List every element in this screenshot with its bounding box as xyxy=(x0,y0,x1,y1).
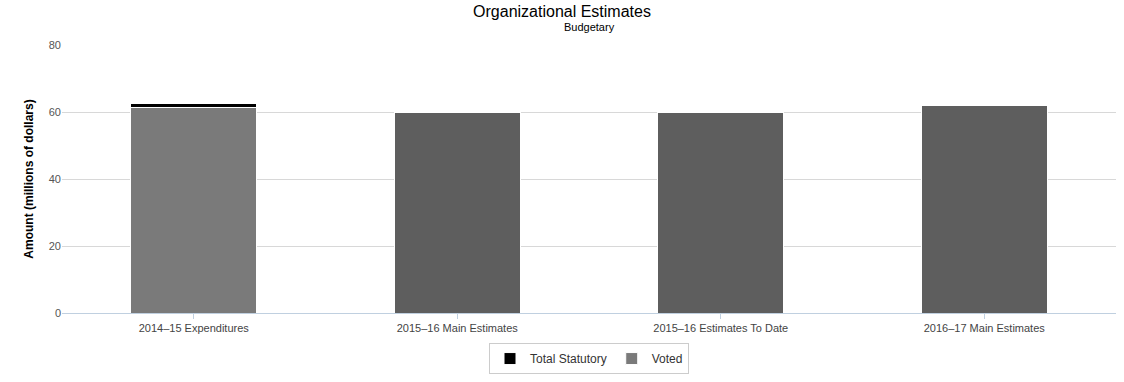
svg-text:Voted: Voted xyxy=(652,352,683,366)
svg-text:2016–17 Main Estimates: 2016–17 Main Estimates xyxy=(924,322,1046,334)
svg-text:60: 60 xyxy=(49,106,61,118)
svg-text:Budgetary: Budgetary xyxy=(564,21,615,33)
svg-text:20: 20 xyxy=(49,240,61,252)
svg-text:2015–16 Main Estimates: 2015–16 Main Estimates xyxy=(397,322,519,334)
svg-text:80: 80 xyxy=(49,39,61,51)
svg-text:Amount (millions of dollars): Amount (millions of dollars) xyxy=(22,99,36,258)
svg-text:0: 0 xyxy=(55,307,61,319)
svg-text:2014–15 Expenditures: 2014–15 Expenditures xyxy=(139,322,250,334)
svg-text:40: 40 xyxy=(49,173,61,185)
svg-text:Total Statutory: Total Statutory xyxy=(530,352,607,366)
svg-text:2015–16 Estimates To Date: 2015–16 Estimates To Date xyxy=(653,322,788,334)
svg-text:Organizational Estimates: Organizational Estimates xyxy=(473,3,651,20)
